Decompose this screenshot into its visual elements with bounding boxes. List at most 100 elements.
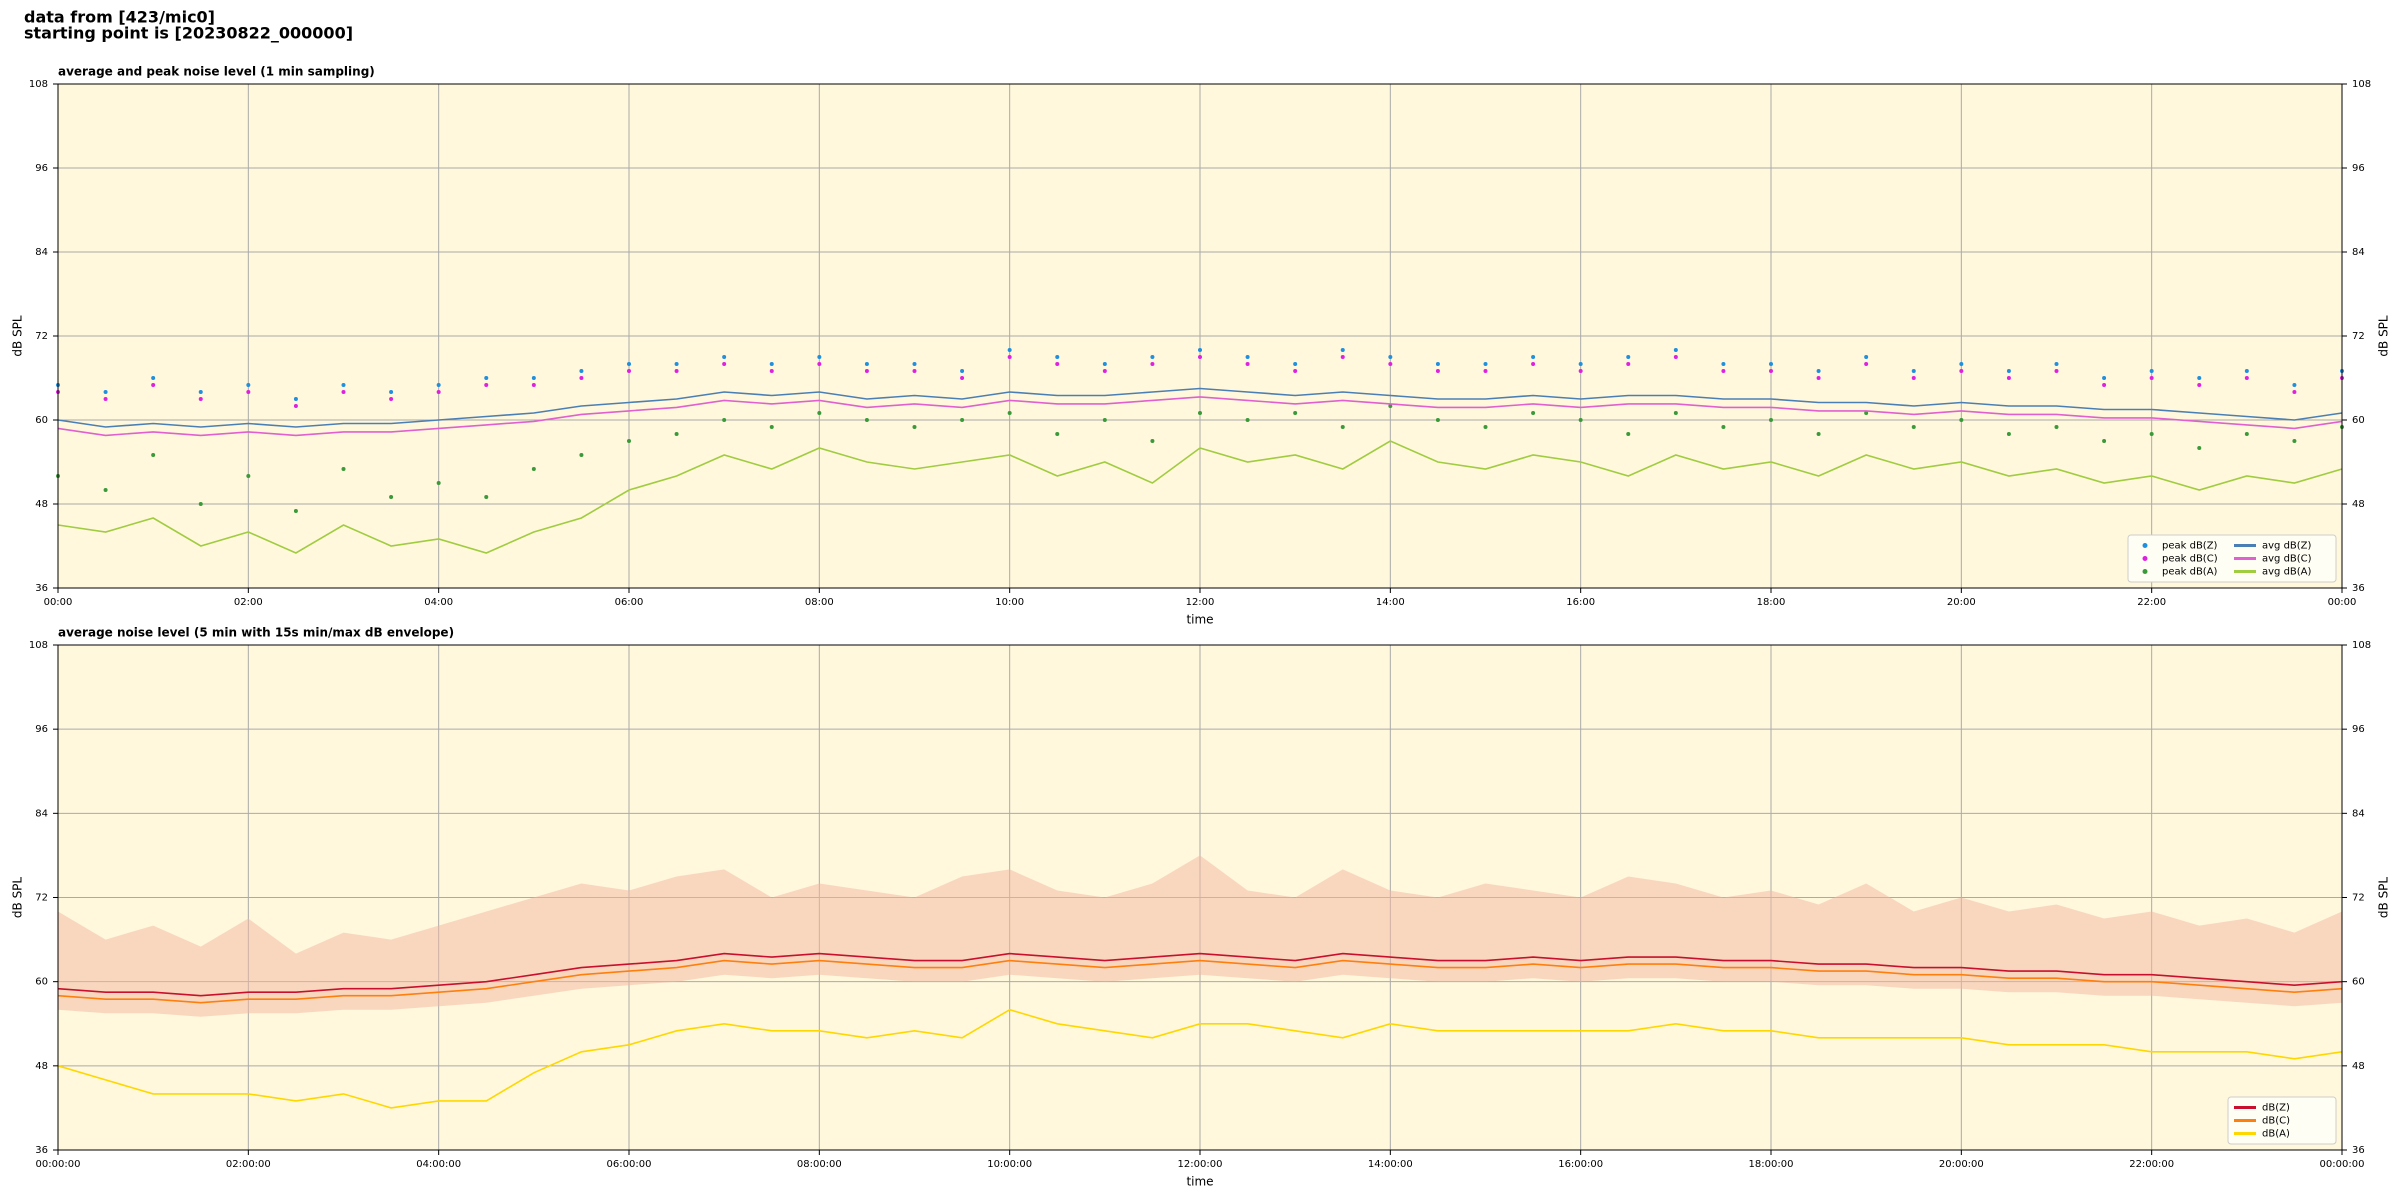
x-tick-label: 06:00 xyxy=(615,597,644,608)
series-line xyxy=(57,959,2343,1004)
peak-point xyxy=(1769,418,1773,422)
peak-point xyxy=(1293,362,1298,366)
peak-point xyxy=(1864,355,1869,359)
peak-point xyxy=(1198,355,1202,359)
x-axis-label: time xyxy=(1186,613,1213,627)
peak-point xyxy=(1769,362,1773,366)
series-line xyxy=(57,1008,2343,1109)
legend-marker xyxy=(2142,556,2148,561)
peak-point xyxy=(1055,432,1060,436)
peak-point xyxy=(769,425,774,429)
header-line: data from [423/mic0] xyxy=(24,8,215,27)
peak-point xyxy=(1245,362,1250,366)
y-tick-label: 48 xyxy=(2352,1061,2365,1072)
y-tick-label: 84 xyxy=(2352,247,2365,258)
peak-point xyxy=(103,488,108,492)
peak-point xyxy=(722,418,727,422)
y-tick-label: 48 xyxy=(35,499,48,510)
peak-point xyxy=(198,502,203,506)
peak-point xyxy=(151,376,156,380)
x-tick-label: 12:00:00 xyxy=(1178,1159,1223,1170)
y-tick-label: 60 xyxy=(35,977,48,988)
peak-point xyxy=(2006,432,2011,436)
peak-point xyxy=(912,369,917,373)
peak-point xyxy=(1816,376,1821,380)
peak-point xyxy=(817,362,822,366)
peak-point xyxy=(2244,376,2249,380)
peak-point xyxy=(2149,432,2154,436)
y-tick-label: 108 xyxy=(2352,640,2371,651)
peak-point xyxy=(579,376,584,380)
peak-point xyxy=(246,474,251,478)
peak-point xyxy=(103,390,108,394)
peak-point xyxy=(1673,411,1678,415)
peak-point xyxy=(1150,355,1155,359)
peak-point xyxy=(1340,348,1345,352)
peak-point xyxy=(1864,362,1869,366)
peak-point xyxy=(1531,411,1536,415)
x-tick-label: 06:00:00 xyxy=(607,1159,652,1170)
peak-point xyxy=(1721,362,1726,366)
x-tick-label: 16:00 xyxy=(1566,597,1595,608)
peak-point xyxy=(1816,369,1821,373)
peak-point xyxy=(2292,390,2297,394)
peak-point xyxy=(1626,362,1631,366)
y-tick-label: 36 xyxy=(2352,1145,2365,1156)
x-tick-label: 18:00 xyxy=(1757,597,1786,608)
peak-point xyxy=(1388,362,1393,366)
peak-point xyxy=(627,439,631,443)
y-tick-label: 36 xyxy=(35,1145,48,1156)
x-tick-label: 04:00:00 xyxy=(416,1159,461,1170)
peak-point xyxy=(960,418,965,422)
envelope-band xyxy=(58,855,2342,1017)
peak-point xyxy=(389,495,394,499)
peak-point xyxy=(864,362,869,366)
peak-point xyxy=(1959,369,1964,373)
x-tick-label: 08:00 xyxy=(805,597,834,608)
y-tick-label: 48 xyxy=(35,1061,48,1072)
peak-point xyxy=(484,495,489,499)
peak-point xyxy=(389,397,394,401)
y-tick-label: 36 xyxy=(2352,583,2365,594)
peak-point xyxy=(1388,355,1393,359)
peak-point xyxy=(912,362,917,366)
y-tick-label: 84 xyxy=(35,247,48,258)
peak-point xyxy=(1483,362,1488,366)
peak-point xyxy=(627,369,631,373)
peak-point xyxy=(1959,418,1964,422)
peak-point xyxy=(341,383,346,387)
peak-point xyxy=(246,390,251,394)
peak-point xyxy=(1102,418,1107,422)
peak-point xyxy=(1150,439,1155,443)
peak-point xyxy=(389,390,394,394)
peak-point xyxy=(293,509,298,513)
peak-point xyxy=(198,397,203,401)
x-tick-label: 00:00 xyxy=(44,597,73,608)
peak-point xyxy=(864,369,869,373)
peak-point xyxy=(1721,369,1726,373)
peak-point xyxy=(674,369,679,373)
header-line: starting point is [20230822_000000] xyxy=(24,24,353,43)
peak-point xyxy=(579,453,584,457)
peak-point xyxy=(769,369,774,373)
plot-frame xyxy=(57,83,2343,589)
y-axis-label: dB SPL xyxy=(11,877,25,919)
peak-point xyxy=(293,397,298,401)
x-tick-label: 18:00:00 xyxy=(1749,1159,1794,1170)
chart-title: average and peak noise level (1 min samp… xyxy=(58,65,375,79)
peak-point xyxy=(2292,439,2297,443)
peak-point xyxy=(1483,369,1488,373)
peak-point xyxy=(2006,376,2011,380)
peak-point xyxy=(1911,376,1916,380)
x-tick-label: 14:00 xyxy=(1376,597,1405,608)
peak-point xyxy=(912,425,917,429)
y-tick-label: 84 xyxy=(2352,808,2365,819)
peak-point xyxy=(2292,383,2297,387)
x-tick-label: 10:00:00 xyxy=(987,1159,1032,1170)
x-tick-label: 08:00:00 xyxy=(797,1159,842,1170)
peak-point xyxy=(2197,446,2202,450)
y-tick-label: 48 xyxy=(2352,499,2365,510)
legend-marker xyxy=(2142,543,2148,548)
peak-point xyxy=(1531,355,1536,359)
peak-point xyxy=(1388,404,1393,408)
